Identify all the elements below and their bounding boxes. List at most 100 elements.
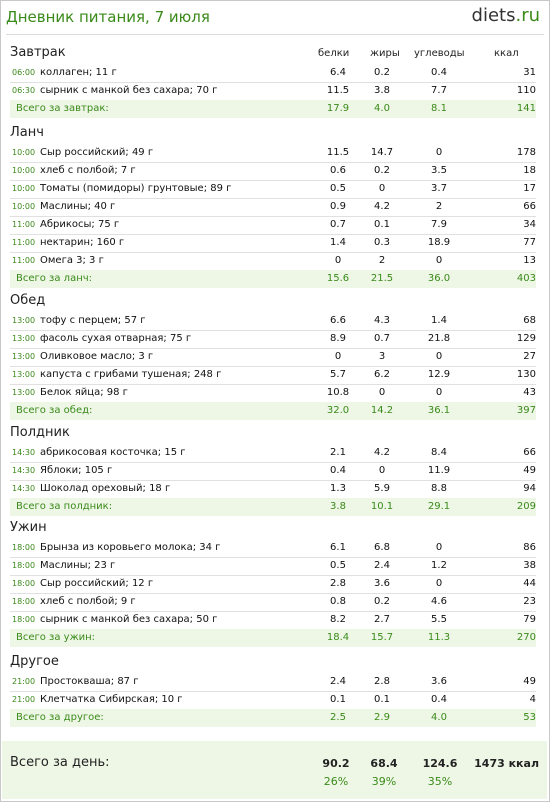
food-fat: 0.2 bbox=[374, 596, 390, 607]
total-carbs: 36.0 bbox=[427, 273, 451, 284]
food-kcal: 94 bbox=[523, 483, 536, 494]
food-protein: 8.9 bbox=[330, 333, 346, 344]
food-name: Маслины; 40 г bbox=[40, 201, 116, 212]
meal-total-row: Всего за ланч: 15.6 21.5 36.0 403 bbox=[10, 270, 536, 288]
food-name: Омега 3; 3 г bbox=[40, 255, 104, 266]
section-title: Ланч bbox=[10, 125, 44, 140]
food-protein: 0.7 bbox=[330, 219, 346, 230]
food-time: 13:00 bbox=[12, 370, 36, 379]
total-protein: 3.8 bbox=[330, 501, 346, 512]
food-kcal: 178 bbox=[516, 147, 536, 158]
food-row[interactable]: 18:00 Сыр российский; 12 г 2.8 3.6 0 44 bbox=[10, 575, 536, 594]
food-time: 10:00 bbox=[12, 166, 36, 175]
food-row[interactable]: 13:00 Оливковое масло; 3 г 0 3 0 27 bbox=[10, 348, 536, 367]
food-fat: 2.4 bbox=[374, 560, 390, 571]
food-kcal: 4 bbox=[529, 694, 536, 705]
food-row[interactable]: 21:00 Простокваша; 87 г 2.4 2.8 3.6 49 bbox=[10, 673, 536, 692]
food-name: сырник с манкой без сахара; 50 г bbox=[40, 614, 218, 625]
food-protein: 6.4 bbox=[330, 67, 346, 78]
food-kcal: 86 bbox=[523, 542, 536, 553]
total-kcal: 53 bbox=[523, 712, 536, 723]
total-kcal: 403 bbox=[516, 273, 536, 284]
meal-total-row: Всего за обед: 32.0 14.2 36.1 397 bbox=[10, 402, 536, 420]
food-carbs: 0 bbox=[435, 578, 443, 589]
food-row[interactable]: 14:30 абрикосовая косточка; 15 г 2.1 4.2 8.4… bbox=[10, 444, 536, 463]
site-logo[interactable]: diets.ru bbox=[472, 5, 540, 26]
food-row[interactable]: 18:00 хлеб с полбой; 9 г 0.8 0.2 4.6 23 bbox=[10, 593, 536, 612]
food-name: тофу с перцем; 57 г bbox=[40, 315, 146, 326]
food-kcal: 27 bbox=[523, 351, 536, 362]
food-row[interactable]: 10:00 Томаты (помидоры) грунтовые; 89 г 0.… bbox=[10, 180, 536, 199]
day-total-kcal: 1473 ккал bbox=[474, 757, 539, 770]
food-fat: 3.8 bbox=[374, 85, 390, 96]
food-carbs: 0.4 bbox=[431, 67, 447, 78]
food-row[interactable]: 11:00 Омега 3; 3 г 0 2 0 13 bbox=[10, 252, 536, 271]
food-row[interactable]: 13:00 Белок яйца; 98 г 10.8 0 0 43 bbox=[10, 384, 536, 403]
food-fat: 0 bbox=[378, 183, 386, 194]
food-row[interactable]: 13:00 капуста с грибами тушеная; 248 г 5.7… bbox=[10, 366, 536, 385]
food-kcal: 31 bbox=[523, 67, 536, 78]
food-row[interactable]: 14:30 Яблоки; 105 г 0.4 0 11.9 49 bbox=[10, 462, 536, 481]
food-row[interactable]: 18:00 Брынза из коровьего молока; 34 г 6.1… bbox=[10, 539, 536, 558]
total-carbs: 4.0 bbox=[431, 712, 447, 723]
food-carbs: 0 bbox=[435, 351, 443, 362]
food-row[interactable]: 06:30 сырник с манкой без сахара; 70 г 11.… bbox=[10, 82, 536, 101]
food-fat: 5.9 bbox=[374, 483, 390, 494]
food-carbs: 7.9 bbox=[431, 219, 447, 230]
food-name: хлеб с полбой; 9 г bbox=[40, 596, 136, 607]
food-row[interactable]: 11:00 Абрикосы; 75 г 0.7 0.1 7.9 34 bbox=[10, 216, 536, 235]
food-time: 14:30 bbox=[12, 484, 36, 493]
header-divider bbox=[6, 34, 544, 35]
meal-total-row: Всего за другое: 2.5 2.9 4.0 53 bbox=[10, 709, 536, 727]
food-row[interactable]: 18:00 Маслины; 23 г 0.5 2.4 1.2 38 bbox=[10, 557, 536, 576]
day-total: Всего за день: 90.2 68.4 124.6 1473 ккал… bbox=[2, 741, 547, 799]
food-name: Маслины; 23 г bbox=[40, 560, 116, 571]
food-kcal: 77 bbox=[523, 237, 536, 248]
total-carbs: 36.1 bbox=[427, 405, 451, 416]
food-row[interactable]: 10:00 Маслины; 40 г 0.9 4.2 2 66 bbox=[10, 198, 536, 217]
total-protein: 2.5 bbox=[330, 712, 346, 723]
total-fat: 2.9 bbox=[374, 712, 390, 723]
food-fat: 4.2 bbox=[374, 201, 390, 212]
meal-total-row: Всего за ужин: 18.4 15.7 11.3 270 bbox=[10, 629, 536, 647]
food-carbs: 3.6 bbox=[431, 676, 447, 687]
food-time: 06:00 bbox=[12, 68, 36, 77]
food-row[interactable]: 21:00 Клетчатка Сибирская; 10 г 0.1 0.1 0.4 4 bbox=[10, 691, 536, 710]
food-time: 13:00 bbox=[12, 352, 36, 361]
section-title: Полдник bbox=[10, 425, 70, 440]
food-row[interactable]: 10:00 Сыр российский; 49 г 11.5 14.7 0 178 bbox=[10, 144, 536, 163]
total-carbs: 11.3 bbox=[427, 632, 451, 643]
food-protein: 10.8 bbox=[326, 387, 350, 398]
food-fat: 0.2 bbox=[374, 165, 390, 176]
food-fat: 0 bbox=[378, 387, 386, 398]
day-pct-protein: 26% bbox=[323, 775, 349, 788]
food-fat: 4.2 bbox=[374, 447, 390, 458]
food-fat: 0.1 bbox=[374, 219, 390, 230]
total-protein: 32.0 bbox=[326, 405, 350, 416]
food-time: 10:00 bbox=[12, 202, 36, 211]
food-kcal: 44 bbox=[523, 578, 536, 589]
food-row[interactable]: 11:00 нектарин; 160 г 1.4 0.3 18.9 77 bbox=[10, 234, 536, 253]
food-fat: 0.3 bbox=[374, 237, 390, 248]
food-time: 11:00 bbox=[12, 238, 36, 247]
total-fat: 14.2 bbox=[370, 405, 394, 416]
total-fat: 21.5 bbox=[370, 273, 394, 284]
food-protein: 0.9 bbox=[330, 201, 346, 212]
food-row[interactable]: 14:30 Шоколад ореховый; 18 г 1.3 5.9 8.8 94 bbox=[10, 480, 536, 499]
food-protein: 0.5 bbox=[330, 183, 346, 194]
food-time: 21:00 bbox=[12, 677, 36, 686]
food-row[interactable]: 13:00 фасоль сухая отварная; 75 г 8.9 0.7 21… bbox=[10, 330, 536, 349]
food-protein: 0.5 bbox=[330, 560, 346, 571]
food-row[interactable]: 10:00 хлеб с полбой; 7 г 0.6 0.2 3.5 18 bbox=[10, 162, 536, 181]
food-row[interactable]: 18:00 сырник с манкой без сахара; 50 г 8.2… bbox=[10, 611, 536, 630]
food-fat: 0.7 bbox=[374, 333, 390, 344]
food-row[interactable]: 13:00 тофу с перцем; 57 г 6.6 4.3 1.4 68 bbox=[10, 312, 536, 331]
section-title: Обед bbox=[10, 293, 46, 308]
food-name: абрикосовая косточка; 15 г bbox=[40, 447, 186, 458]
food-carbs: 21.8 bbox=[427, 333, 451, 344]
meal-total-label: Всего за ланч: bbox=[16, 273, 93, 284]
food-fat: 6.8 bbox=[374, 542, 390, 553]
food-row[interactable]: 06:00 коллаген; 11 г 6.4 0.2 0.4 31 bbox=[10, 64, 536, 83]
food-fat: 14.7 bbox=[370, 147, 394, 158]
day-total-fat: 68.4 bbox=[370, 757, 398, 770]
